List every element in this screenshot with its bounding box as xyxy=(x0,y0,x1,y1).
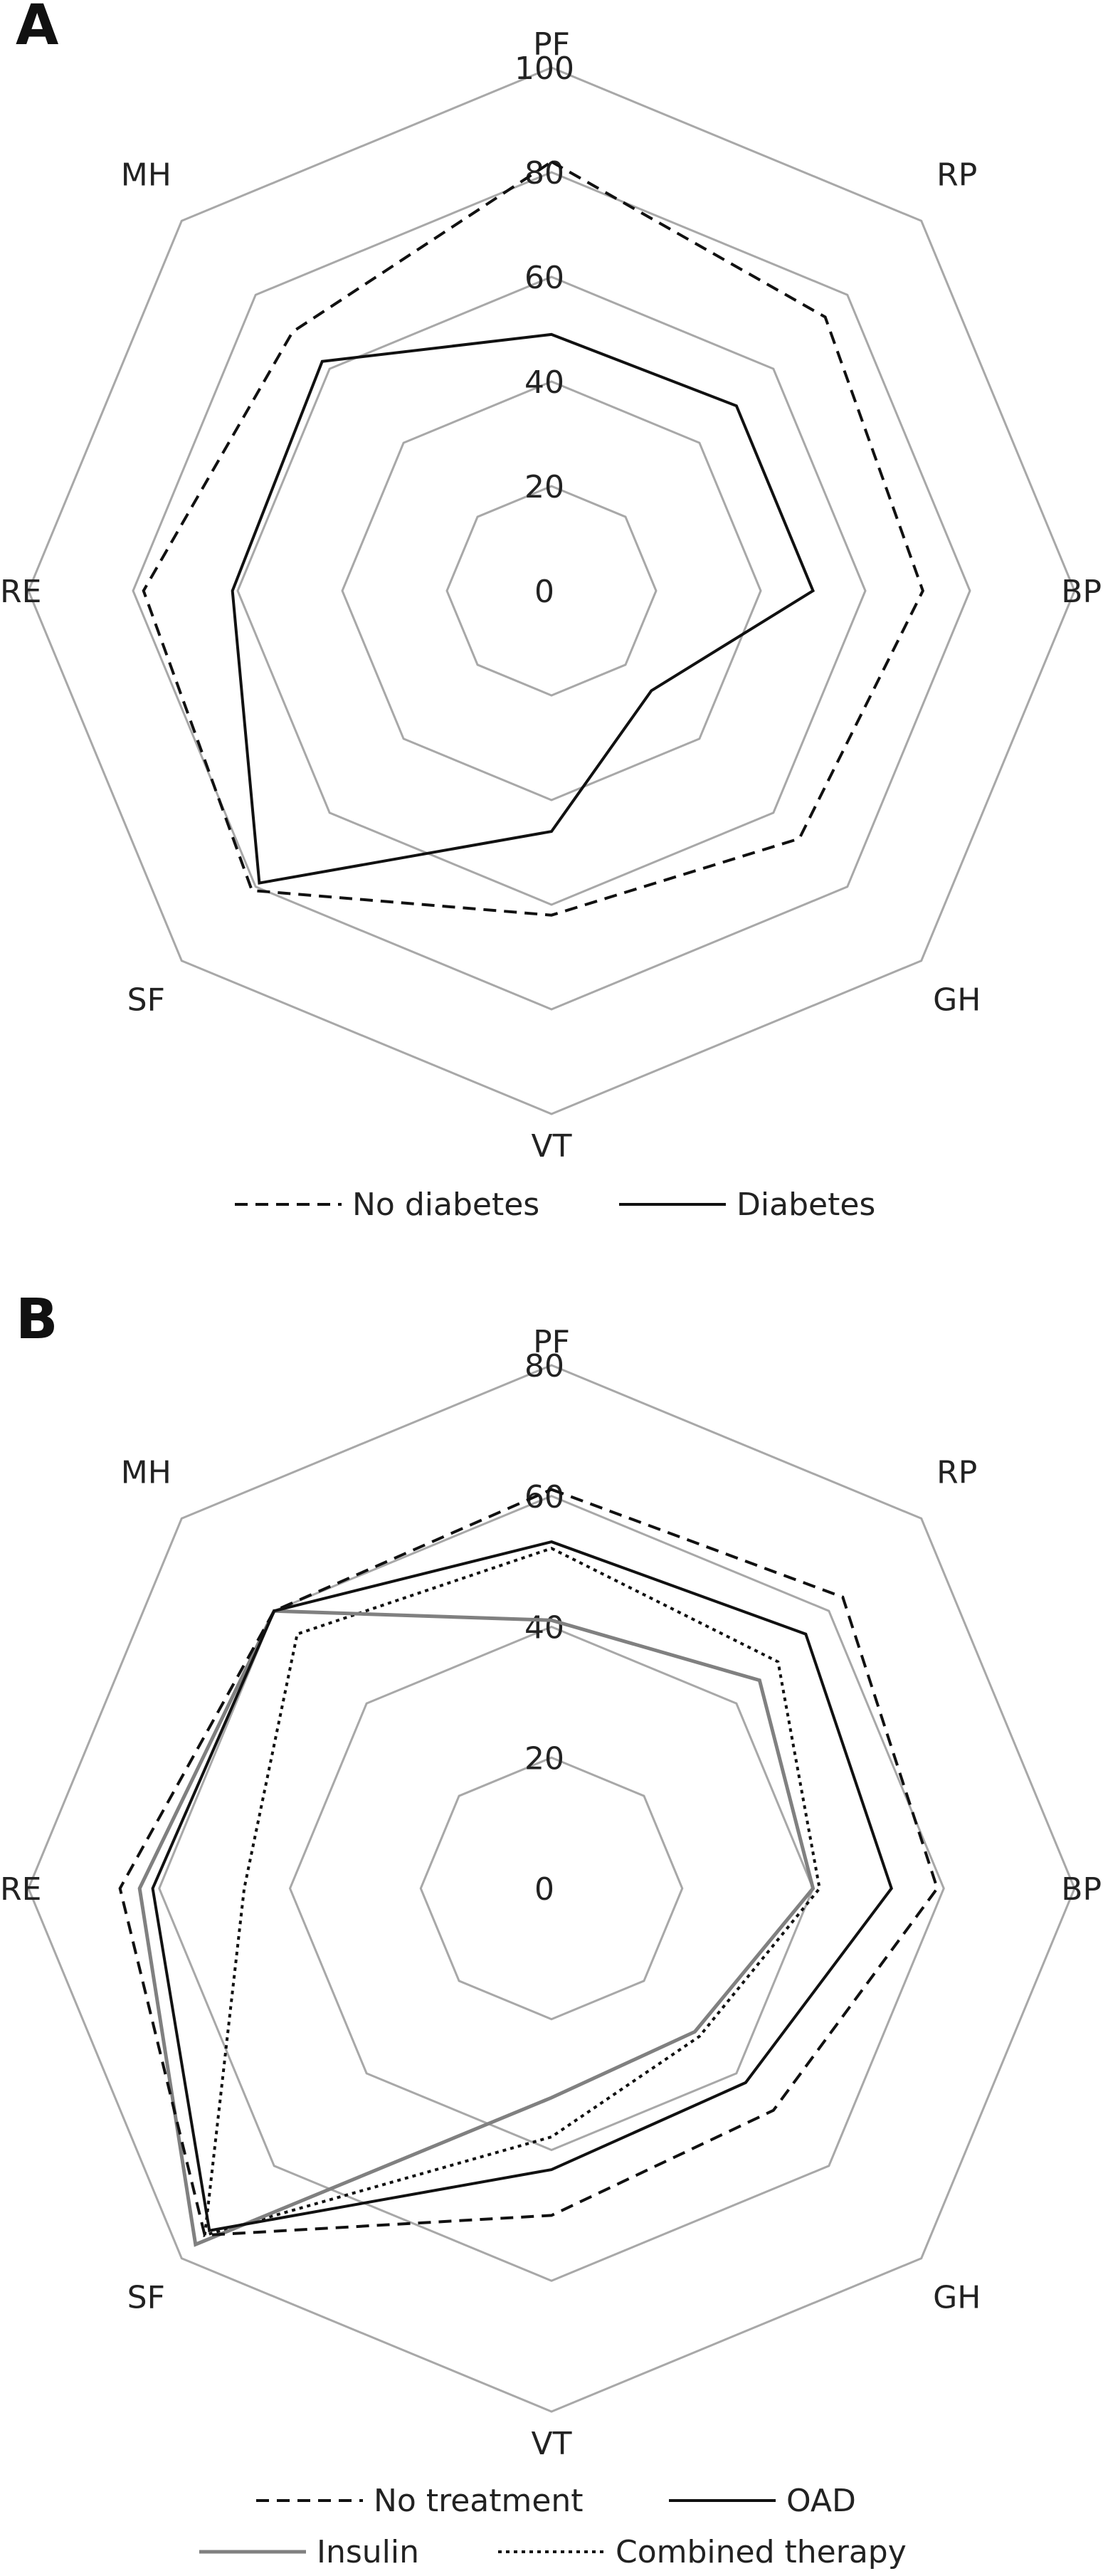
grid-ring xyxy=(158,1495,945,2282)
chart-panel-a: A PF RP BP GH VT SF RE MH 0 20 40 60 80 100 No diabetes… xyxy=(0,0,1102,1223)
tick-label: 0 xyxy=(534,1871,554,1908)
tick-label: 80 xyxy=(524,155,564,191)
chart-panel-b: B PF RP BP GH VT SF RE MH 0 20 40 60 80 No treatment OA… xyxy=(0,1288,1102,2570)
tick-label: 80 xyxy=(524,1348,564,1384)
axis-label: BP xyxy=(1061,1871,1102,1908)
legend-label-no-treatment: No treatment xyxy=(374,2483,584,2519)
series-line-no-diabetes xyxy=(142,159,925,917)
grid-ring xyxy=(445,485,658,697)
legend-label-combined-therapy: Combined therapy xyxy=(616,2534,907,2570)
grid-ring xyxy=(132,171,971,1011)
tick-label: 20 xyxy=(524,1740,564,1777)
axis-label: SF xyxy=(127,2280,165,2316)
axis-label: RE xyxy=(0,574,41,610)
series-line-no-treatment xyxy=(118,1488,939,2237)
axis-label: RE xyxy=(0,1871,41,1908)
legend-label-no-diabetes: No diabetes xyxy=(352,1187,539,1223)
tick-label: 0 xyxy=(534,574,554,610)
axis-label: GH xyxy=(933,2280,981,2316)
tick-label: 60 xyxy=(524,1479,564,1515)
axis-label: VT xyxy=(532,2426,572,2462)
series-line-insulin xyxy=(137,1609,816,2247)
axis-label: VT xyxy=(532,1128,572,1165)
grid-ring xyxy=(236,275,867,906)
axis-label: GH xyxy=(933,982,981,1019)
axis-label: PF xyxy=(533,26,570,63)
tick-label: 40 xyxy=(524,364,564,401)
axis-label: MH xyxy=(121,1454,171,1491)
grid-ring xyxy=(27,66,1076,1115)
grid-ring xyxy=(27,1364,1076,2413)
panel-label: B xyxy=(16,1288,58,1352)
tick-label: 100 xyxy=(514,51,574,87)
axis-label: BP xyxy=(1061,574,1102,610)
axis-label: RP xyxy=(936,157,977,193)
axis-label: PF xyxy=(533,1324,570,1360)
axis-label: MH xyxy=(121,157,171,193)
series-line-diabetes xyxy=(231,332,815,885)
tick-label: 40 xyxy=(524,1610,564,1646)
series-line-combined-therapy xyxy=(203,1547,821,2237)
axis-label: SF xyxy=(127,982,165,1019)
series-line-oad xyxy=(151,1540,893,2233)
grid-ring xyxy=(419,1756,684,2021)
axis-label: RP xyxy=(936,1454,977,1491)
tick-label: 60 xyxy=(524,260,564,296)
grid-ring xyxy=(288,1625,815,2152)
legend-label-diabetes: Diabetes xyxy=(737,1187,875,1223)
panel-label: A xyxy=(16,0,58,58)
legend-label-oad: OAD xyxy=(786,2483,856,2519)
legend-label-insulin: Insulin xyxy=(317,2534,419,2570)
tick-label: 20 xyxy=(524,469,564,505)
grid-ring xyxy=(341,380,762,801)
